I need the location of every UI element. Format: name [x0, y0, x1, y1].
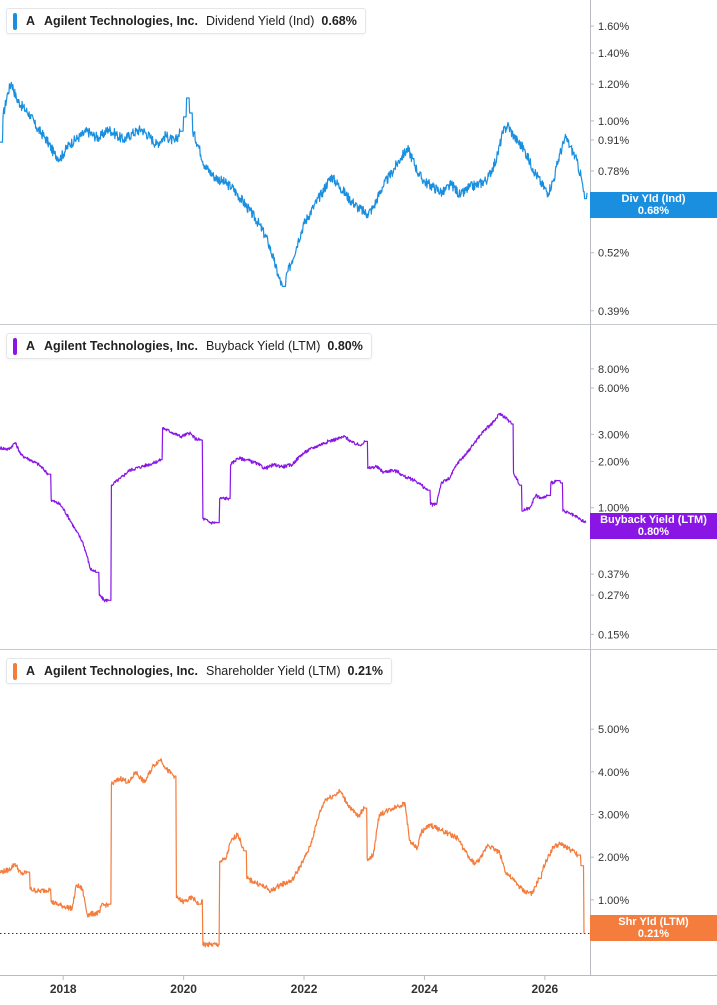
legend-shareholder-yield: A Agilent Technologies, Inc. Shareholder… [6, 658, 392, 684]
legend-metric: Buyback Yield (LTM) [205, 339, 321, 353]
x-tick-label: 2024 [411, 982, 438, 996]
legend-metric: Dividend Yield (Ind) [205, 14, 315, 28]
y-tick-label: 4.00% [598, 767, 629, 779]
legend-ticker: A [26, 14, 36, 28]
tag-label: Div Yld (Ind) [621, 193, 686, 205]
y-tick-label: 1.60% [598, 21, 629, 33]
y-tick-label: 1.00% [598, 116, 629, 128]
legend-color-swatch [13, 662, 17, 680]
last-value-tag-dividend: Div Yld (Ind) 0.68% [590, 192, 717, 218]
series-line-shareholder-yield [0, 758, 585, 948]
legend-company: Agilent Technologies, Inc. [44, 14, 198, 28]
tag-value: 0.80% [637, 526, 670, 538]
y-tick-label: 0.27% [598, 590, 629, 602]
x-tick-label: 2018 [50, 982, 77, 996]
x-tick-label: 2020 [170, 982, 197, 996]
y-tick-label: 2.00% [598, 852, 629, 864]
tag-label: Buyback Yield (LTM) [600, 514, 707, 526]
last-value-tag-shareholder: Shr Yld (LTM) 0.21% [590, 915, 717, 941]
y-tick-label: 2.00% [598, 456, 629, 468]
y-tick-label: 1.20% [598, 79, 629, 91]
legend-value: 0.21% [347, 664, 383, 678]
tag-value: 0.21% [637, 928, 670, 940]
legend-ticker: A [26, 664, 36, 678]
tag-value: 0.68% [637, 205, 670, 217]
y-tick-label: 1.40% [598, 48, 629, 60]
legend-company: Agilent Technologies, Inc. [44, 339, 198, 353]
legend-value: 0.68% [321, 14, 357, 28]
y-tick-label: 1.00% [598, 503, 629, 515]
last-value-tag-buyback: Buyback Yield (LTM) 0.80% [590, 513, 717, 539]
series-line-dividend-yield [0, 81, 588, 287]
y-tick-label: 0.15% [598, 629, 629, 641]
legend-company: Agilent Technologies, Inc. [44, 664, 198, 678]
y-tick-label: 0.37% [598, 569, 629, 581]
legend-metric: Shareholder Yield (LTM) [205, 664, 341, 678]
legend-buyback-yield: A Agilent Technologies, Inc. Buyback Yie… [6, 333, 372, 359]
y-tick-label: 3.00% [598, 810, 629, 822]
y-tick-label: 8.00% [598, 364, 629, 376]
y-tick-label: 5.00% [598, 724, 629, 736]
y-tick-label: 3.00% [598, 429, 629, 441]
y-tick-label: 0.91% [598, 135, 629, 147]
x-tick-label: 2022 [291, 982, 318, 996]
y-tick-label: 1.00% [598, 895, 629, 907]
legend-ticker: A [26, 339, 36, 353]
legend-value: 0.80% [327, 339, 363, 353]
x-tick-label: 2026 [531, 982, 558, 996]
tag-label: Shr Yld (LTM) [618, 916, 689, 928]
y-tick-label: 0.52% [598, 248, 629, 260]
legend-dividend-yield: A Agilent Technologies, Inc. Dividend Yi… [6, 8, 366, 34]
legend-color-swatch [13, 337, 17, 355]
legend-color-swatch [13, 12, 17, 30]
y-tick-label: 0.78% [598, 166, 629, 178]
y-tick-label: 0.39% [598, 306, 629, 318]
y-tick-label: 6.00% [598, 383, 629, 395]
series-line-buyback-yield [0, 412, 587, 603]
